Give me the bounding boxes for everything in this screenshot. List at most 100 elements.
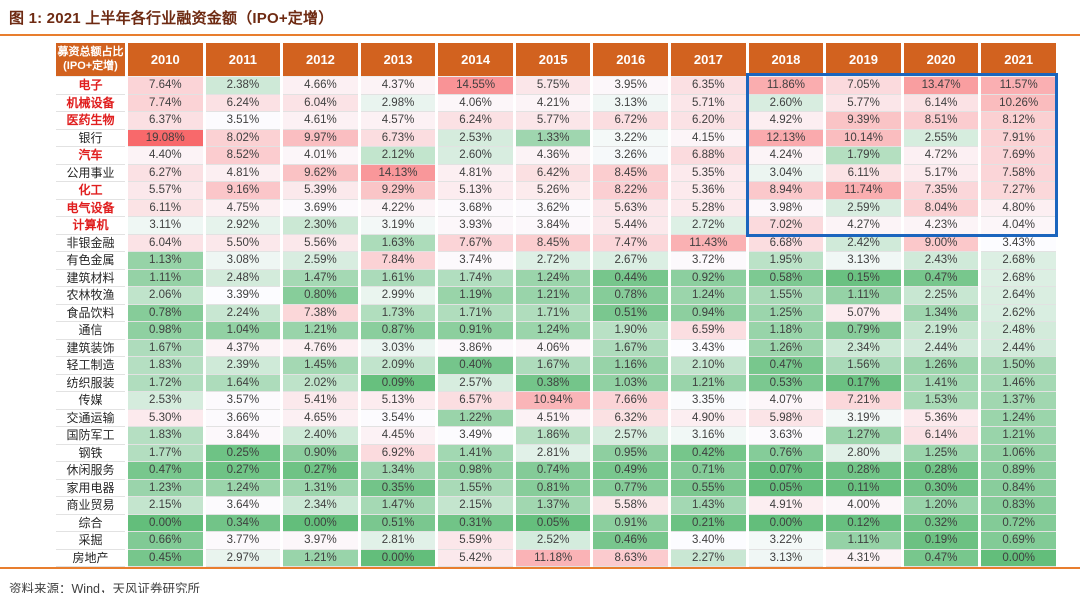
heatmap-cell: 5.59% xyxy=(438,532,513,550)
heatmap-cell: 1.22% xyxy=(438,409,513,427)
heatmap-cell: 2.40% xyxy=(283,427,358,445)
heatmap-cell: 0.28% xyxy=(903,462,979,480)
heatmap-cell: 2.06% xyxy=(128,287,203,305)
heatmap-cell: 3.19% xyxy=(826,409,901,427)
heatmap-cell: 1.21% xyxy=(671,374,746,392)
table-row: 采掘 0.66% 3.77% 3.97% 2.81% 5.59% 2.52% 0.46% 3.4… xyxy=(56,532,1056,550)
heatmap-cell: 1.50% xyxy=(981,357,1056,375)
heatmap-cell: 4.06% xyxy=(515,339,591,357)
heatmap-cell: 2.09% xyxy=(360,357,436,375)
table-row: 房地产 0.45% 2.97% 1.21% 0.00% 5.42% 11.18% 8.63% 2… xyxy=(56,549,1056,567)
row-label: 交通运输 xyxy=(56,409,125,427)
heatmap-cell: 0.00% xyxy=(128,514,203,532)
heatmap-cell: 8.94% xyxy=(748,182,824,200)
heatmap-cell: 0.98% xyxy=(128,322,203,340)
table-row: 食品饮料 0.78% 2.24% 7.38% 1.73% 1.71% 1.71% 0.51% 0… xyxy=(56,304,1056,322)
heatmap-cell: 3.26% xyxy=(593,147,669,165)
heatmap-cell: 1.11% xyxy=(128,269,203,287)
table-row: 建筑材料 1.11% 2.48% 1.47% 1.61% 1.74% 1.24% 0.44% 0… xyxy=(56,269,1056,287)
heatmap-cell: 1.90% xyxy=(593,322,669,340)
heatmap-cell: 0.05% xyxy=(515,514,591,532)
heatmap-cell: 2.97% xyxy=(205,549,281,567)
heatmap-cell: 2.15% xyxy=(438,497,513,515)
heatmap-cell: 3.40% xyxy=(671,532,746,550)
heatmap-cell: 0.71% xyxy=(671,462,746,480)
table-row: 钢铁 1.77% 0.25% 0.90% 6.92% 1.41% 2.81% 0.95% 0.4… xyxy=(56,444,1056,462)
heatmap-cell: 1.25% xyxy=(748,304,824,322)
heatmap-cell: 1.67% xyxy=(515,357,591,375)
heatmap-cell: 5.13% xyxy=(360,392,436,410)
heatmap-cell: 4.81% xyxy=(438,164,513,182)
heatmap-cell: 0.51% xyxy=(593,304,669,322)
heatmap-cell: 6.14% xyxy=(903,427,979,445)
heatmap-cell: 5.77% xyxy=(826,94,901,112)
heatmap-cell: 4.37% xyxy=(205,339,281,357)
heatmap-cell: 3.84% xyxy=(205,427,281,445)
heatmap-cell: 2.15% xyxy=(128,497,203,515)
row-label: 银行 xyxy=(56,129,125,147)
heatmap-cell: 3.08% xyxy=(205,252,281,270)
heatmap-cell: 0.87% xyxy=(360,322,436,340)
table-row: 汽车 4.40% 8.52% 4.01% 2.12% 2.60% 4.36% 3.26% 6.8… xyxy=(56,147,1056,165)
heatmap-cell: 3.13% xyxy=(748,549,824,567)
heatmap-cell: 0.05% xyxy=(748,479,824,497)
heatmap-cell: 2.60% xyxy=(748,94,824,112)
heatmap-cell: 0.15% xyxy=(826,269,901,287)
heatmap-cell: 1.11% xyxy=(826,287,901,305)
heatmap-cell: 2.02% xyxy=(283,374,358,392)
heatmap-cell: 4.72% xyxy=(903,147,979,165)
table-row: 有色金属 1.13% 3.08% 2.59% 7.84% 3.74% 2.72% 2.67% 3… xyxy=(56,252,1056,270)
heatmap-cell: 0.89% xyxy=(981,462,1056,480)
year-header-2020: 2020 xyxy=(903,43,979,76)
heatmap-cell: 5.26% xyxy=(515,182,591,200)
heatmap-cell: 1.47% xyxy=(283,269,358,287)
table-row: 商业贸易 2.15% 3.64% 2.34% 1.47% 2.15% 1.37% 5.58% 1… xyxy=(56,497,1056,515)
heatmap-cell: 0.12% xyxy=(826,514,901,532)
heatmap-cell: 0.35% xyxy=(360,479,436,497)
heatmap-cell: 7.67% xyxy=(438,234,513,252)
heatmap-cell: 3.11% xyxy=(128,217,203,235)
heatmap-cell: 4.66% xyxy=(283,76,358,95)
heatmap-cell: 1.67% xyxy=(128,339,203,357)
heatmap-cell: 7.91% xyxy=(981,129,1056,147)
heatmap-cell: 2.59% xyxy=(826,199,901,217)
heatmap-cell: 5.71% xyxy=(671,94,746,112)
heatmap-cell: 9.97% xyxy=(283,129,358,147)
heatmap-table-area: 募资总额占比 (IPO+定增) 2010 2011 2012 2013 2014 2015 20… xyxy=(53,43,1080,567)
heatmap-cell: 4.00% xyxy=(826,497,901,515)
heatmap-cell: 2.99% xyxy=(360,287,436,305)
heatmap-cell: 6.88% xyxy=(671,147,746,165)
title-divider xyxy=(0,34,1080,36)
heatmap-cell: 4.06% xyxy=(438,94,513,112)
heatmap-cell: 1.83% xyxy=(128,427,203,445)
heatmap-cell: 6.11% xyxy=(128,199,203,217)
heatmap-cell: 0.91% xyxy=(593,514,669,532)
heatmap-cell: 0.45% xyxy=(128,549,203,567)
heatmap-cell: 1.53% xyxy=(903,392,979,410)
heatmap-cell: 0.44% xyxy=(593,269,669,287)
heatmap-cell: 1.79% xyxy=(826,147,901,165)
heatmap-cell: 4.23% xyxy=(903,217,979,235)
heatmap-cell: 3.22% xyxy=(593,129,669,147)
heatmap-cell: 0.80% xyxy=(283,287,358,305)
table-row: 医药生物 6.37% 3.51% 4.61% 4.57% 6.24% 5.77% 6.72% 6… xyxy=(56,112,1056,130)
heatmap-cell: 0.27% xyxy=(283,462,358,480)
heatmap-cell: 5.39% xyxy=(283,182,358,200)
row-label: 农林牧渔 xyxy=(56,287,125,305)
heatmap-cell: 0.09% xyxy=(360,374,436,392)
row-label: 有色金属 xyxy=(56,252,125,270)
heatmap-cell: 1.86% xyxy=(515,427,591,445)
heatmap-cell: 2.10% xyxy=(671,357,746,375)
heatmap-cell: 5.44% xyxy=(593,217,669,235)
heatmap-cell: 2.67% xyxy=(593,252,669,270)
heatmap-cell: 0.27% xyxy=(205,462,281,480)
heatmap-cell: 6.32% xyxy=(593,409,669,427)
heatmap-cell: 2.72% xyxy=(671,217,746,235)
heatmap-cell: 1.27% xyxy=(826,427,901,445)
heatmap-cell: 0.95% xyxy=(593,444,669,462)
heatmap-cell: 3.49% xyxy=(438,427,513,445)
heatmap-cell: 0.40% xyxy=(438,357,513,375)
figure-title: 图 1: 2021 上半年各行业融资金额（IPO+定增） xyxy=(9,10,334,27)
heatmap-cell: 5.58% xyxy=(593,497,669,515)
